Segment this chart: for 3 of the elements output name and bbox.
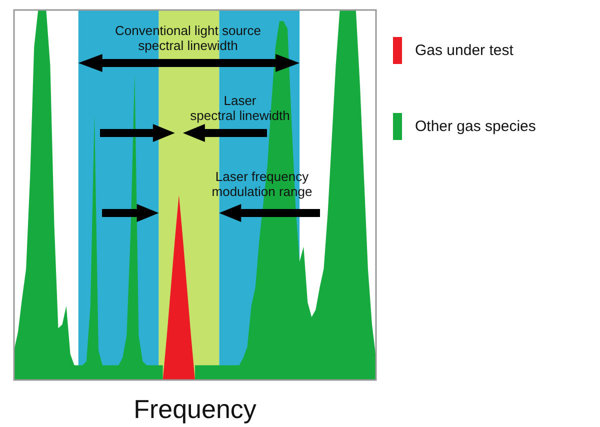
legend-label: Other gas species xyxy=(415,118,536,135)
legend-label: Gas under test xyxy=(415,42,514,59)
x-axis-title: Frequency xyxy=(134,394,256,424)
